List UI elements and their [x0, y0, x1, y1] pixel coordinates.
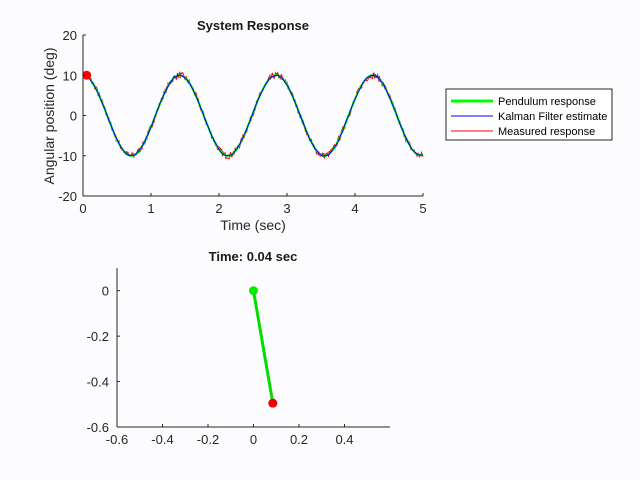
y-tick-label: 0 — [70, 109, 77, 124]
response-ylabel: Angular position (deg) — [41, 48, 57, 185]
kalman-estimate-line — [82, 74, 424, 157]
measured-response-line — [82, 70, 424, 160]
pendulum-title: Time: 0.04 sec — [209, 249, 298, 264]
x-tick-label: -0.2 — [197, 432, 219, 447]
x-tick-label: 4 — [351, 201, 358, 216]
x-tick-label: 5 — [419, 201, 426, 216]
response-ticks: 0 1 2 3 4 5 20 10 0 -10 -20 — [58, 28, 426, 216]
current-time-marker — [82, 70, 92, 80]
response-axes: System Response 0 1 2 3 4 5 20 10 0 -10 -20 Time (… — [41, 18, 427, 233]
legend-label-pendulum: Pendulum response — [498, 96, 596, 108]
x-tick-label: 0.2 — [290, 432, 308, 447]
response-title: System Response — [197, 18, 309, 33]
pendulum-marks — [249, 286, 278, 408]
legend-label-kalman: Kalman Filter estimate — [498, 111, 607, 123]
pendulum-bob — [268, 398, 278, 408]
x-tick-label: 1 — [147, 201, 154, 216]
legend-label-measured: Measured response — [498, 126, 595, 138]
y-tick-label: -10 — [58, 149, 77, 164]
pendulum-pivot — [249, 286, 258, 296]
x-tick-label: 0.4 — [335, 432, 353, 447]
y-tick-label: -0.2 — [87, 329, 109, 344]
pendulum-rod — [252, 290, 275, 404]
y-tick-label: -0.4 — [87, 375, 109, 390]
x-tick-label: 0 — [79, 201, 86, 216]
x-tick-label: 0 — [250, 432, 257, 447]
legend: Pendulum response Kalman Filter estimate… — [445, 88, 613, 141]
y-tick-label: 10 — [63, 68, 77, 83]
x-tick-label: -0.6 — [106, 432, 128, 447]
y-tick-label: 20 — [63, 28, 77, 43]
pendulum-ticks: -0.6 -0.4 -0.2 0 0.2 0.4 0 -0.2 -0.4 -0.6 — [87, 284, 354, 447]
x-tick-label: -0.4 — [151, 432, 173, 447]
response-series — [82, 70, 424, 160]
y-tick-label: 0 — [102, 284, 109, 299]
y-tick-label: -20 — [58, 189, 77, 204]
pendulum-axes: Time: 0.04 sec -0.6 -0.4 -0.2 0 0.2 0.40-0.2-… — [87, 249, 390, 447]
response-xlabel: Time (sec) — [220, 217, 286, 233]
x-tick-label: 2 — [215, 201, 222, 216]
x-tick-label: 3 — [283, 201, 290, 216]
pendulum-response-line — [82, 74, 424, 157]
y-tick-label: -0.6 — [87, 420, 109, 435]
